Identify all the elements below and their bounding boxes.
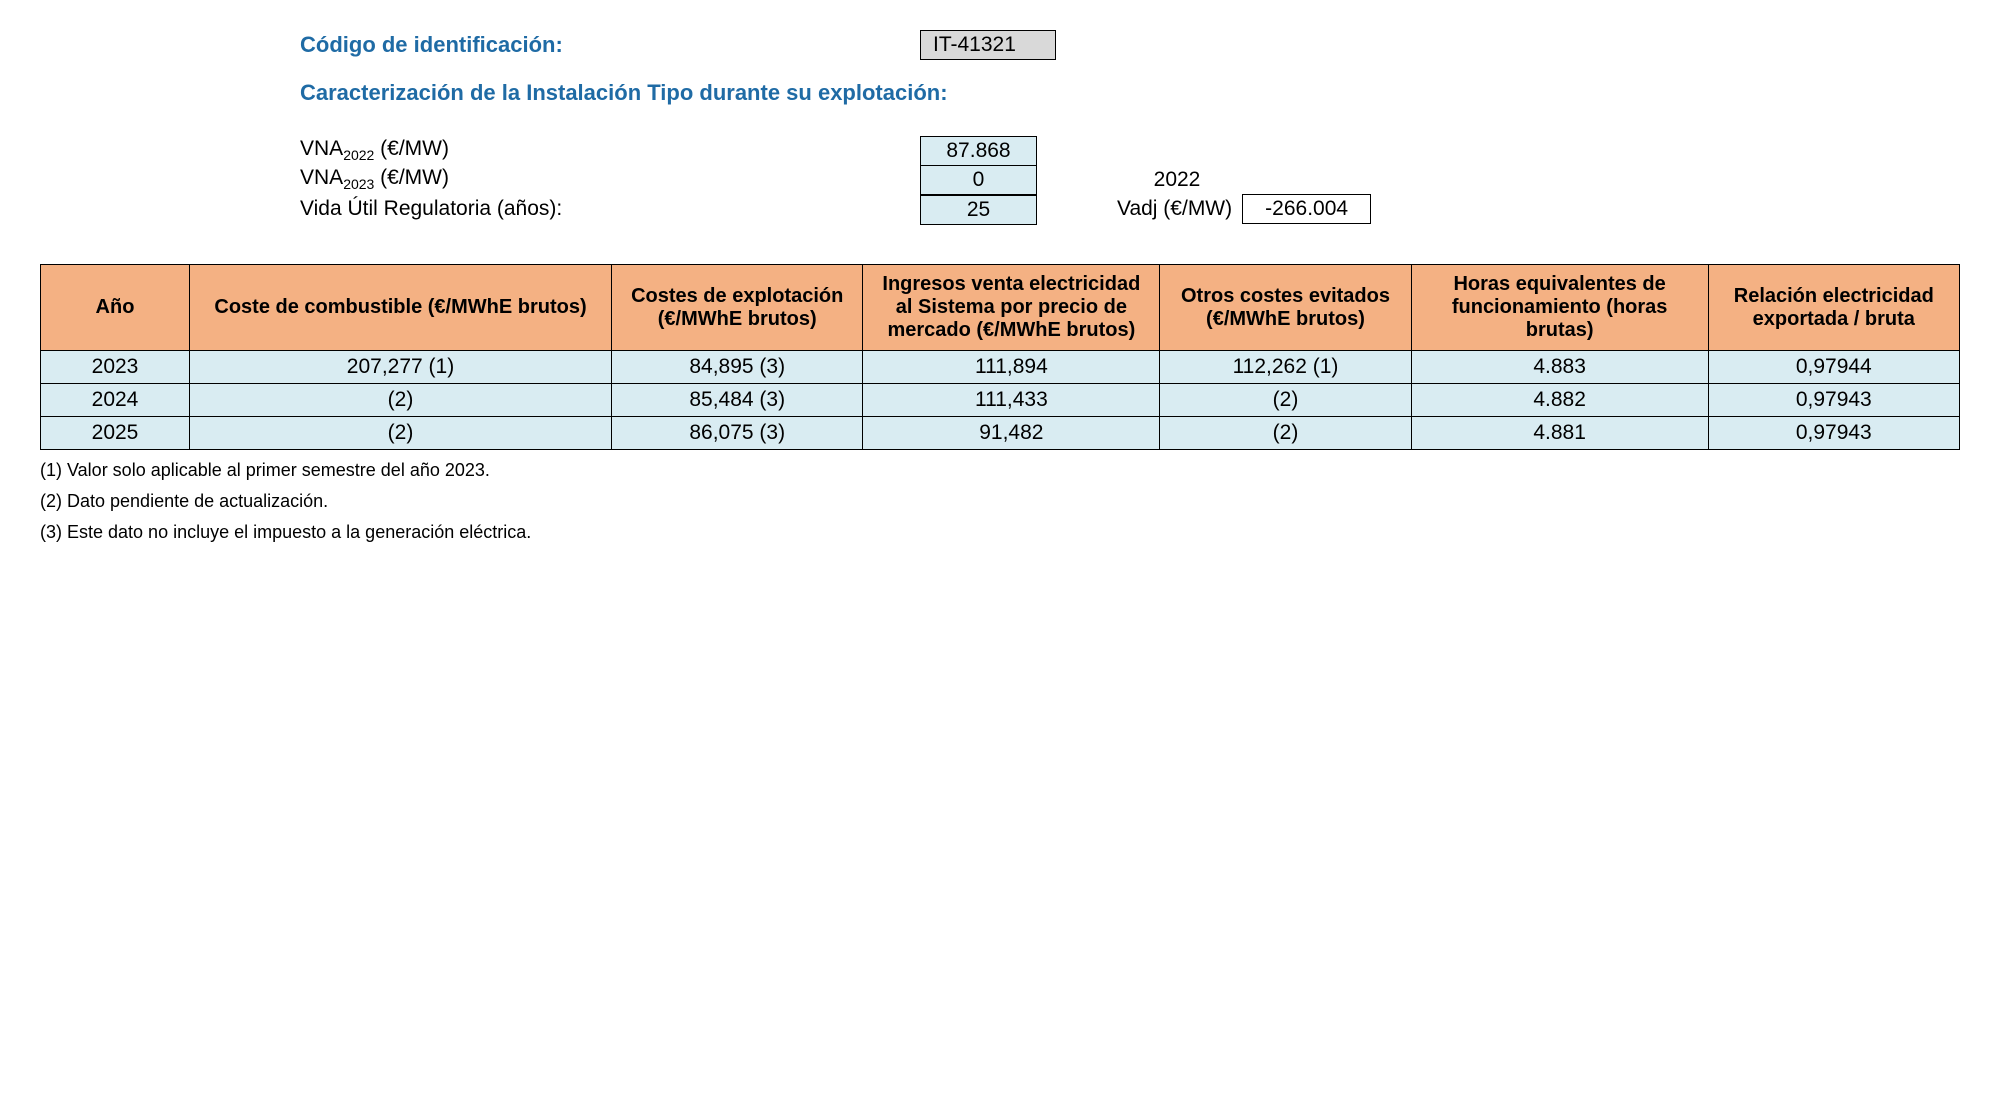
vna2022-label: VNA2022 (€/MW) [300, 137, 920, 163]
table-cell: 2024 [41, 384, 190, 417]
col-explotacion: Costes de explotación (€/MWhE brutos) [612, 265, 863, 351]
table-cell: (2) [190, 417, 612, 450]
col-ingresos: Ingresos venta electricidad al Sistema p… [863, 265, 1160, 351]
col-fuel: Coste de combustible (€/MWhE brutos) [190, 265, 612, 351]
table-cell: 2023 [41, 351, 190, 384]
vida-value: 25 [920, 195, 1037, 225]
vadj-value: -266.004 [1242, 194, 1371, 224]
table-cell: 86,075 (3) [612, 417, 863, 450]
table-cell: 112,262 (1) [1160, 351, 1411, 384]
vadj-label: Vadj (€/MW) [1117, 197, 1232, 221]
footnote: (3) Este dato no incluye el impuesto a l… [40, 522, 1960, 543]
table-cell: 2025 [41, 417, 190, 450]
footnote: (1) Valor solo aplicable al primer semes… [40, 460, 1960, 481]
col-otros: Otros costes evitados (€/MWhE brutos) [1160, 265, 1411, 351]
table-cell: 4.883 [1411, 351, 1708, 384]
footnotes: (1) Valor solo aplicable al primer semes… [40, 460, 1960, 543]
table-row: 2025(2)86,075 (3)91,482(2)4.8810,97943 [41, 417, 1960, 450]
codigo-value: IT-41321 [920, 30, 1056, 60]
table-cell: 4.882 [1411, 384, 1708, 417]
col-year: Año [41, 265, 190, 351]
table-cell: 0,97943 [1708, 384, 1959, 417]
table-cell: (2) [1160, 384, 1411, 417]
table-cell: 0,97944 [1708, 351, 1959, 384]
vna2023-label: VNA2023 (€/MW) [300, 166, 920, 192]
table-cell: 0,97943 [1708, 417, 1959, 450]
vna2023-value: 0 [920, 165, 1037, 195]
table-cell: 84,895 (3) [612, 351, 863, 384]
table-cell: 111,433 [863, 384, 1160, 417]
table-row: 2024(2)85,484 (3)111,433(2)4.8820,97943 [41, 384, 1960, 417]
table-cell: 207,277 (1) [190, 351, 612, 384]
table-cell: 111,894 [863, 351, 1160, 384]
col-relacion: Relación electricidad exportada / bruta [1708, 265, 1959, 351]
table-cell: (2) [190, 384, 612, 417]
table-cell: 91,482 [863, 417, 1160, 450]
table-row: 2023207,277 (1)84,895 (3)111,894112,262 … [41, 351, 1960, 384]
vna2022-value: 87.868 [920, 136, 1037, 166]
table-body: 2023207,277 (1)84,895 (3)111,894112,262 … [41, 351, 1960, 450]
caracterizacion-heading: Caracterización de la Instalación Tipo d… [300, 80, 948, 106]
col-horas: Horas equivalentes de funcionamiento (ho… [1411, 265, 1708, 351]
table-cell: 4.881 [1411, 417, 1708, 450]
year-ref: 2022 [1037, 168, 1317, 192]
vida-label: Vida Útil Regulatoria (años): [300, 197, 920, 221]
table-header-row: Año Coste de combustible (€/MWhE brutos)… [41, 265, 1960, 351]
table-cell: (2) [1160, 417, 1411, 450]
codigo-label: Código de identificación: [300, 32, 920, 58]
data-table: Año Coste de combustible (€/MWhE brutos)… [40, 264, 1960, 450]
footnote: (2) Dato pendiente de actualización. [40, 491, 1960, 512]
table-cell: 85,484 (3) [612, 384, 863, 417]
